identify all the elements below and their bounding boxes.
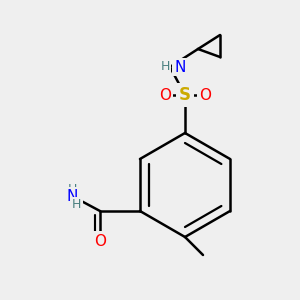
Text: O: O: [159, 88, 171, 103]
Text: N: N: [66, 189, 78, 204]
Text: N: N: [174, 59, 185, 74]
Text: O: O: [94, 233, 106, 248]
Text: H: H: [67, 183, 77, 196]
Text: S: S: [179, 86, 191, 104]
Text: O: O: [199, 88, 211, 103]
Text: H: H: [160, 61, 170, 74]
Text: H: H: [72, 198, 81, 211]
